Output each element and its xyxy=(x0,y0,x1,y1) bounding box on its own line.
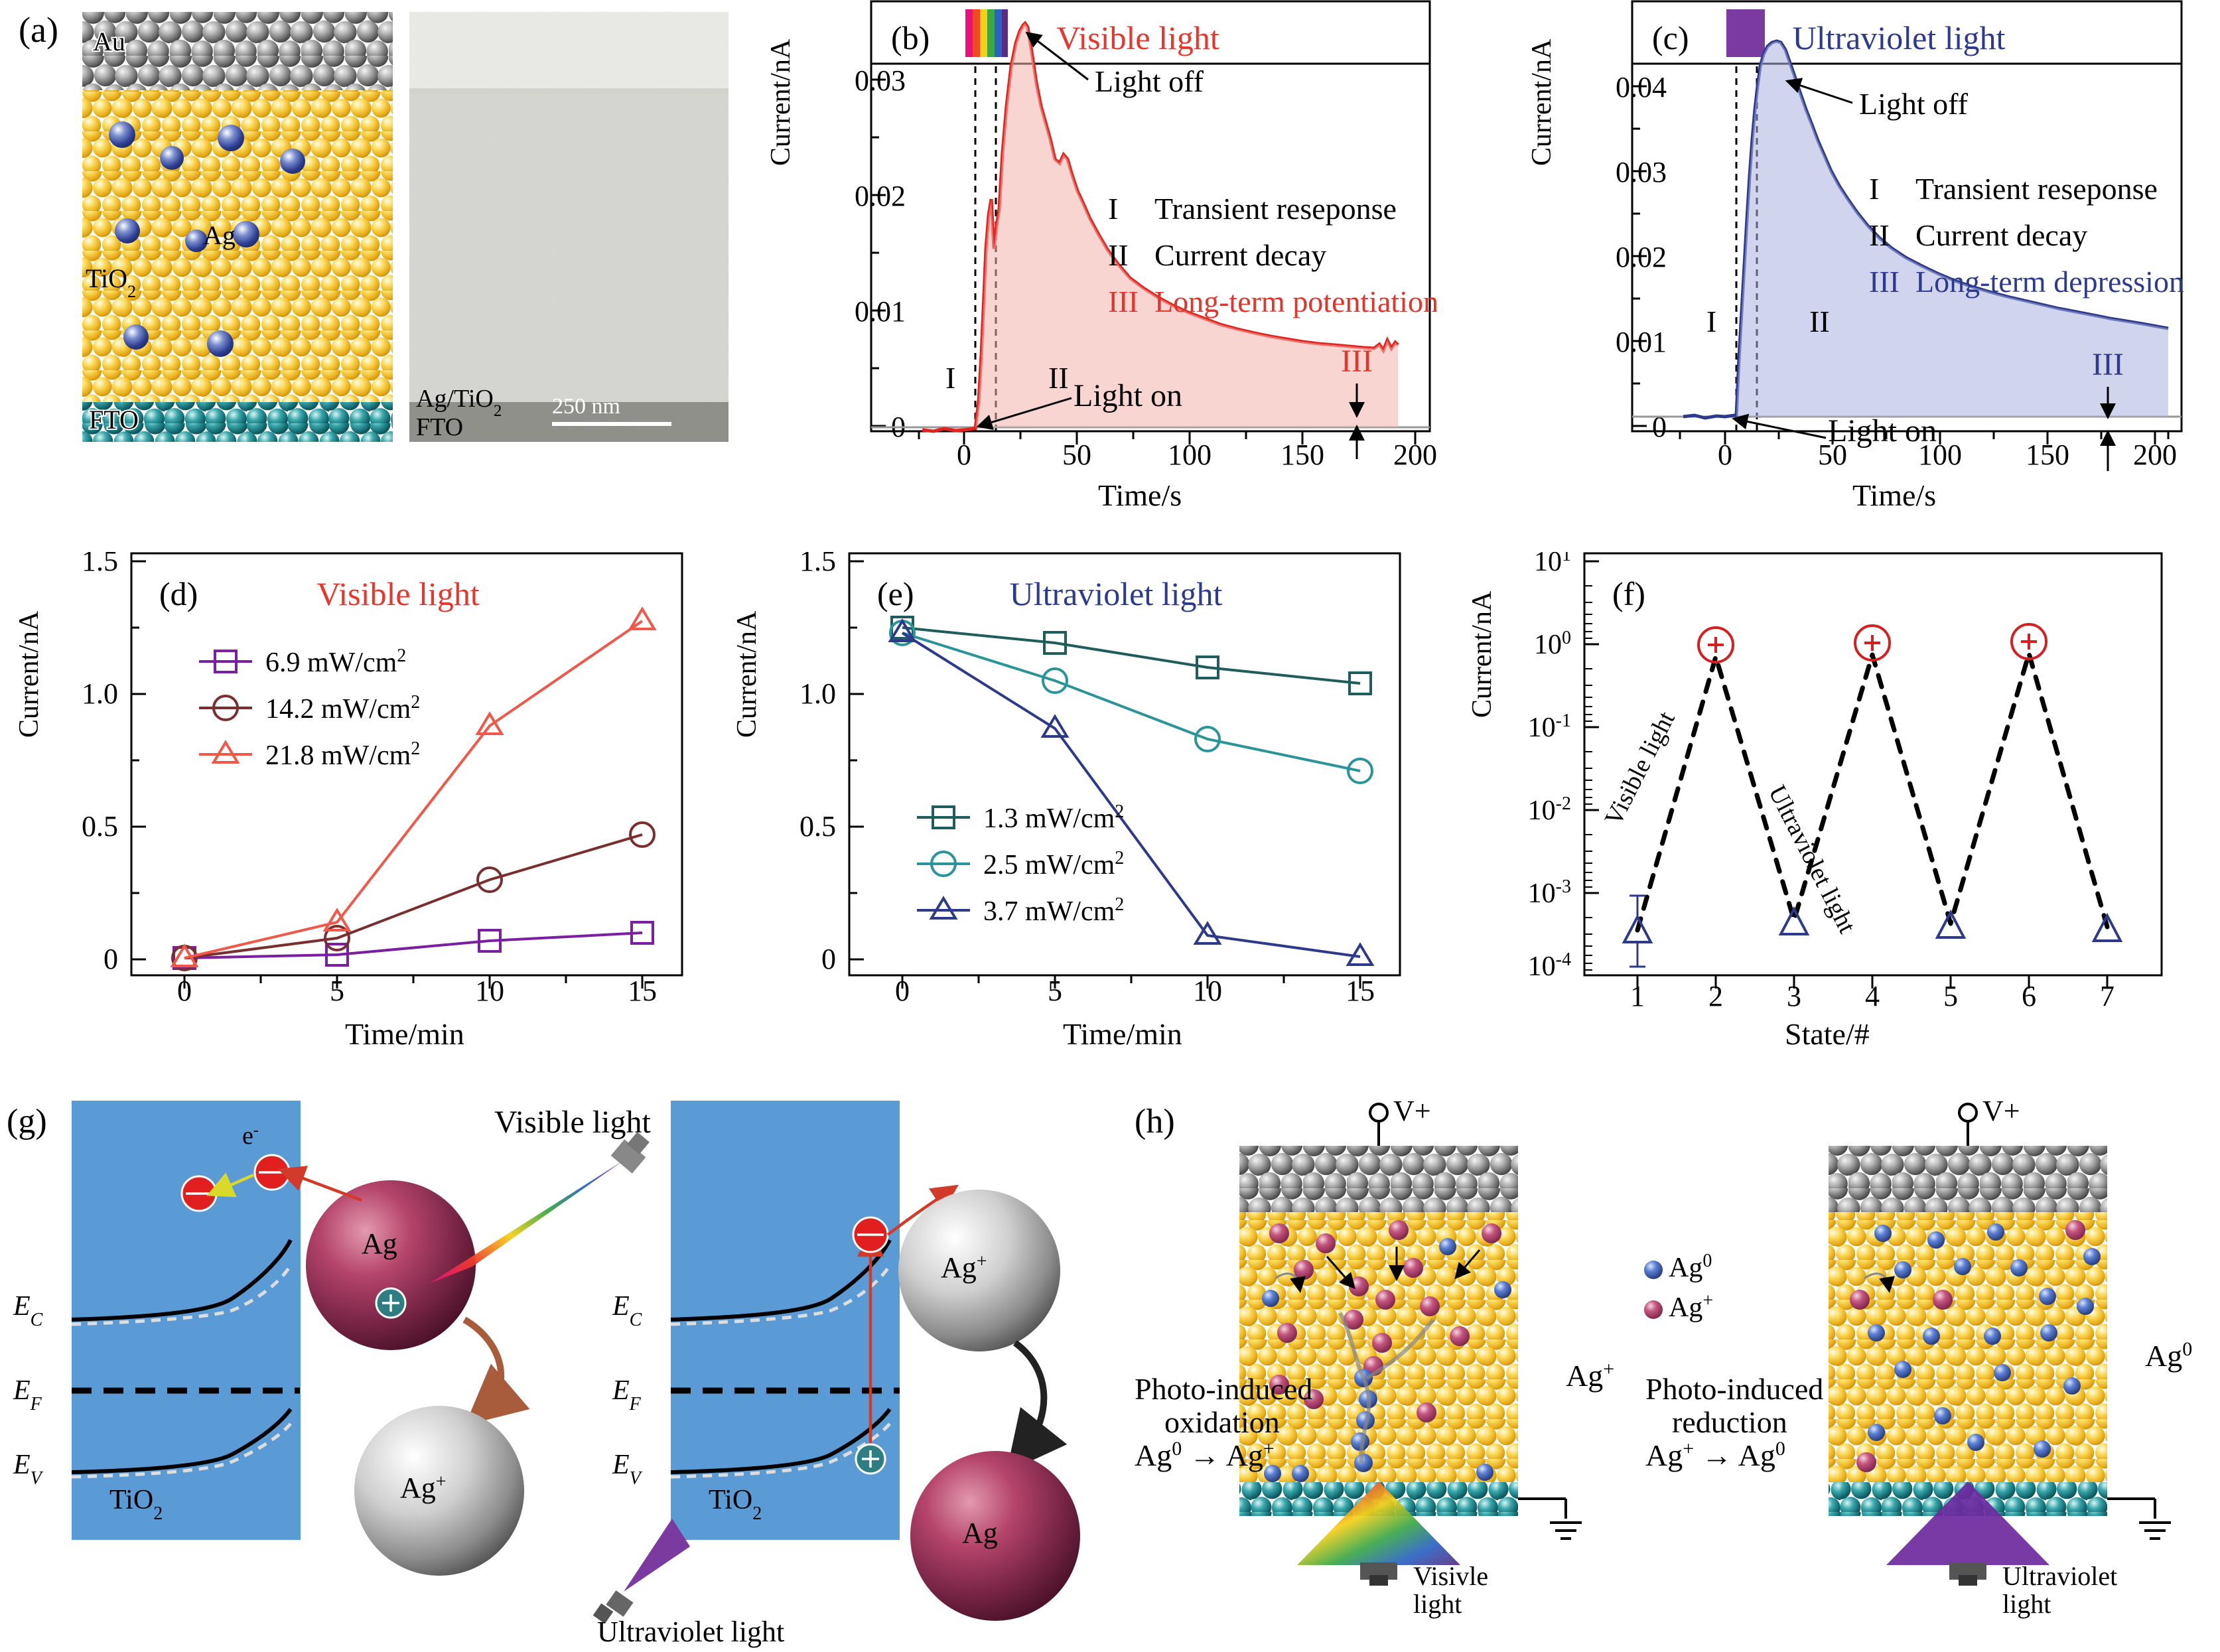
svg-text:III: III xyxy=(1108,285,1139,318)
svg-text:1.3 mW/cm2: 1.3 mW/cm2 xyxy=(983,801,1124,835)
svg-text:Ag0: Ag0 xyxy=(1669,1251,1712,1284)
svg-text:(h): (h) xyxy=(1135,1103,1175,1140)
svg-text:Au: Au xyxy=(93,27,125,56)
svg-text:(d): (d) xyxy=(159,575,198,612)
svg-text:EF: EF xyxy=(612,1375,642,1414)
svg-text:0: 0 xyxy=(104,943,118,975)
svg-text:(e): (e) xyxy=(877,575,914,612)
svg-text:V+: V+ xyxy=(1393,1101,1431,1127)
svg-text:Ultraviolet light: Ultraviolet light xyxy=(1793,19,2006,56)
svg-text:EC: EC xyxy=(612,1291,642,1330)
svg-text:101: 101 xyxy=(1534,552,1571,577)
svg-text:II: II xyxy=(1869,218,1890,252)
svg-text:FTO: FTO xyxy=(416,413,463,441)
svg-text:Ag: Ag xyxy=(962,1517,998,1549)
svg-text:1.5: 1.5 xyxy=(799,552,836,577)
svg-text:Visivle: Visivle xyxy=(1413,1561,1488,1591)
svg-text:Ultraviolet light: Ultraviolet light xyxy=(597,1616,784,1648)
svg-text:Current decay: Current decay xyxy=(1154,238,1326,272)
svg-text:Ag+ → Ag0: Ag+ → Ag0 xyxy=(1645,1438,1785,1473)
svg-text:0: 0 xyxy=(821,943,836,975)
svg-text:EV: EV xyxy=(612,1450,643,1489)
svg-text:Light off: Light off xyxy=(1095,64,1204,98)
svg-text:6.9 mW/cm2: 6.9 mW/cm2 xyxy=(265,646,406,679)
svg-text:(f): (f) xyxy=(1612,575,1645,612)
svg-text:1.5: 1.5 xyxy=(82,552,118,577)
svg-text:Ag0 → Ag+: Ag0 → Ag+ xyxy=(1135,1438,1275,1473)
svg-text:Ag0: Ag0 xyxy=(2145,1338,2192,1373)
svg-text:Ultraviolet: Ultraviolet xyxy=(2002,1561,2117,1591)
svg-text:10-2: 10-2 xyxy=(1528,793,1571,827)
svg-text:light: light xyxy=(1413,1589,1462,1619)
svg-text:3.7 mW/cm2: 3.7 mW/cm2 xyxy=(983,894,1124,928)
svg-text:100: 100 xyxy=(1534,628,1571,661)
svg-text:III: III xyxy=(2092,347,2124,382)
svg-text:1.0: 1.0 xyxy=(799,677,836,710)
svg-text:10-3: 10-3 xyxy=(1528,876,1571,910)
svg-text:Light on: Light on xyxy=(1828,413,1937,448)
svg-text:II: II xyxy=(1108,238,1129,272)
svg-text:Long-term depression: Long-term depression xyxy=(1915,265,2184,299)
svg-text:Visible light: Visible light xyxy=(494,1105,651,1140)
svg-text:(c): (c) xyxy=(1652,19,1689,56)
svg-text:I: I xyxy=(1869,172,1879,206)
svg-text:Transient reseponse: Transient reseponse xyxy=(1915,172,2158,206)
svg-text:Visible light: Visible light xyxy=(1056,19,1219,56)
svg-text:II: II xyxy=(1809,305,1830,338)
svg-text:FTO: FTO xyxy=(89,405,139,435)
svg-text:III: III xyxy=(1341,344,1373,379)
svg-text:10-1: 10-1 xyxy=(1528,711,1571,744)
svg-text:1.0: 1.0 xyxy=(82,677,118,710)
svg-text:Light on: Light on xyxy=(1074,378,1182,413)
svg-text:V+: V+ xyxy=(1982,1101,2020,1127)
svg-text:0.5: 0.5 xyxy=(82,810,118,843)
svg-text:(b): (b) xyxy=(891,19,930,56)
svg-text:Ag: Ag xyxy=(203,220,236,250)
svg-text:Photo-induced: Photo-induced xyxy=(1135,1372,1312,1406)
svg-text:Ag+: Ag+ xyxy=(1566,1358,1614,1393)
svg-text:Transient reseponse: Transient reseponse xyxy=(1154,192,1397,226)
svg-text:II: II xyxy=(1048,361,1069,395)
svg-text:EV: EV xyxy=(13,1450,44,1489)
svg-text:reduction: reduction xyxy=(1672,1405,1787,1439)
svg-text:light: light xyxy=(2002,1589,2051,1619)
svg-text:Ultraviolet light: Ultraviolet light xyxy=(1010,575,1223,612)
svg-text:10-4: 10-4 xyxy=(1528,949,1571,983)
svg-text:2.5 mW/cm2: 2.5 mW/cm2 xyxy=(983,848,1124,881)
svg-text:Current decay: Current decay xyxy=(1915,218,2087,252)
svg-text:EF: EF xyxy=(13,1375,42,1414)
svg-text:I: I xyxy=(1108,192,1118,226)
svg-text:III: III xyxy=(1869,265,1900,299)
svg-text:Light off: Light off xyxy=(1859,87,1969,121)
svg-text:21.8 mW/cm2: 21.8 mW/cm2 xyxy=(265,738,420,772)
svg-text:oxidation: oxidation xyxy=(1164,1405,1280,1439)
svg-text:Visible light: Visible light xyxy=(316,575,480,612)
svg-text:EC: EC xyxy=(13,1291,43,1330)
svg-text:I: I xyxy=(945,361,955,395)
svg-text:Visible light: Visible light xyxy=(1600,707,1681,830)
svg-text:Photo-induced: Photo-induced xyxy=(1645,1372,1823,1406)
svg-text:Ag: Ag xyxy=(362,1227,397,1260)
svg-text:Ag+: Ag+ xyxy=(1669,1290,1713,1324)
svg-text:(g): (g) xyxy=(7,1103,47,1140)
svg-text:I: I xyxy=(1706,305,1716,338)
svg-text:250 nm: 250 nm xyxy=(552,394,620,419)
svg-text:14.2 mW/cm2: 14.2 mW/cm2 xyxy=(265,692,420,725)
svg-text:0.5: 0.5 xyxy=(799,810,836,843)
svg-text:0: 0 xyxy=(1652,411,1667,443)
